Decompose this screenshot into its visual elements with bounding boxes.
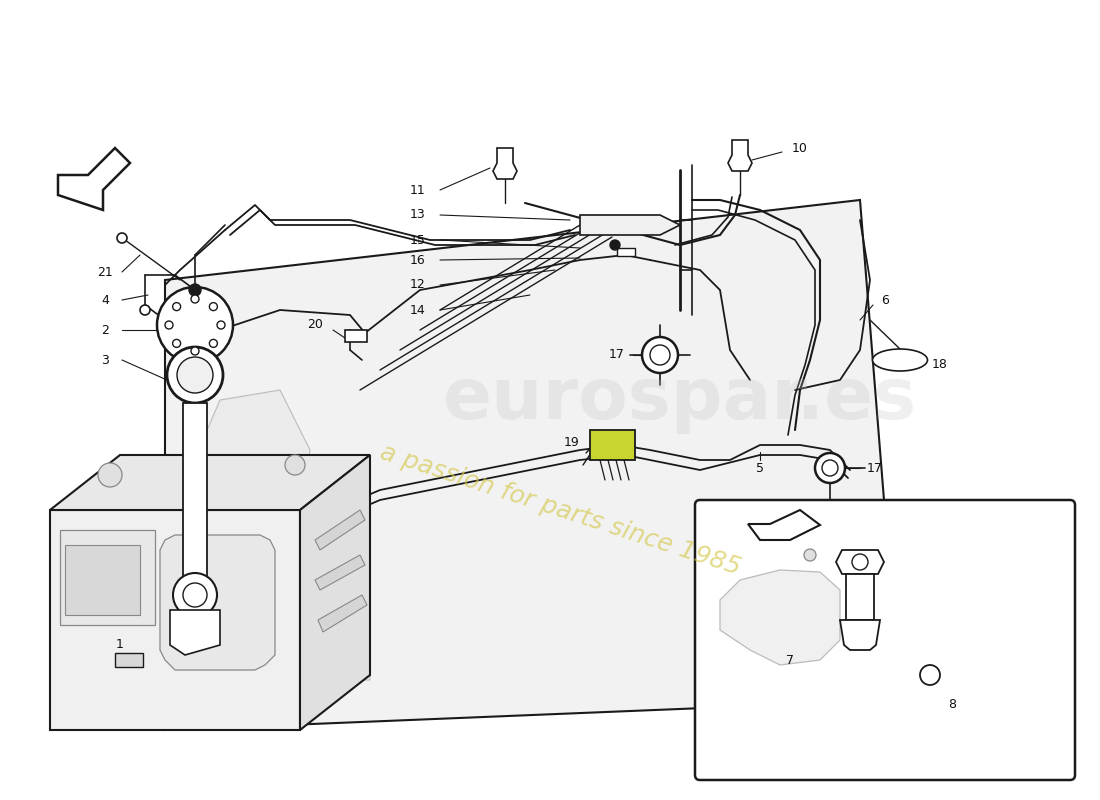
Circle shape (183, 583, 207, 607)
Polygon shape (190, 390, 370, 680)
Polygon shape (65, 545, 140, 615)
Circle shape (173, 302, 180, 310)
Text: 2: 2 (101, 323, 109, 337)
Text: 19: 19 (564, 435, 580, 449)
Circle shape (285, 455, 305, 475)
Text: 6: 6 (881, 294, 889, 306)
Polygon shape (846, 574, 874, 620)
Text: 12: 12 (410, 278, 426, 291)
Circle shape (610, 240, 620, 250)
Polygon shape (580, 215, 680, 235)
Text: 15: 15 (410, 234, 426, 246)
Circle shape (165, 321, 173, 329)
Text: 18: 18 (932, 358, 948, 371)
Bar (345, 330, 367, 342)
Text: 16: 16 (410, 254, 426, 266)
Circle shape (117, 233, 126, 243)
Circle shape (920, 665, 940, 685)
Circle shape (140, 305, 150, 315)
Bar (183, 403, 207, 583)
Polygon shape (318, 595, 367, 632)
Polygon shape (315, 510, 365, 550)
Circle shape (191, 347, 199, 355)
Circle shape (173, 573, 217, 617)
Text: 11: 11 (410, 183, 426, 197)
Text: 20: 20 (307, 318, 323, 331)
Text: a passion for parts since 1985: a passion for parts since 1985 (376, 440, 744, 580)
Circle shape (209, 339, 218, 347)
Circle shape (642, 337, 678, 373)
Polygon shape (836, 550, 884, 574)
Bar (250, 490, 340, 555)
Bar (590, 430, 635, 460)
Circle shape (177, 357, 213, 393)
Text: 4: 4 (101, 294, 109, 306)
Circle shape (189, 284, 201, 296)
Polygon shape (58, 148, 130, 210)
Polygon shape (170, 610, 220, 655)
Circle shape (157, 287, 233, 363)
Polygon shape (493, 148, 517, 179)
Polygon shape (748, 510, 820, 540)
Text: 14: 14 (410, 303, 426, 317)
Polygon shape (50, 510, 300, 730)
Polygon shape (60, 530, 155, 625)
Text: 8: 8 (948, 698, 956, 711)
Text: 1: 1 (117, 638, 124, 651)
Circle shape (804, 549, 816, 561)
Text: 21: 21 (97, 266, 113, 278)
Ellipse shape (872, 349, 927, 371)
Polygon shape (840, 620, 880, 650)
Polygon shape (720, 570, 840, 665)
Bar (116, 653, 143, 667)
Circle shape (852, 554, 868, 570)
Polygon shape (160, 535, 275, 670)
Text: 10: 10 (792, 142, 807, 154)
Polygon shape (50, 455, 370, 510)
Circle shape (650, 345, 670, 365)
Polygon shape (165, 200, 900, 730)
Text: eurospar.es: eurospar.es (443, 366, 917, 434)
Text: 17: 17 (867, 462, 883, 474)
Text: 3: 3 (101, 354, 109, 366)
Circle shape (822, 460, 838, 476)
Text: 17: 17 (609, 349, 625, 362)
Polygon shape (728, 140, 752, 171)
Bar (210, 580, 290, 635)
Polygon shape (300, 455, 370, 730)
Polygon shape (315, 555, 365, 590)
Circle shape (209, 302, 218, 310)
Circle shape (217, 321, 226, 329)
Circle shape (815, 453, 845, 483)
Text: 13: 13 (410, 209, 426, 222)
FancyBboxPatch shape (695, 500, 1075, 780)
Text: 7: 7 (786, 654, 794, 666)
Circle shape (98, 463, 122, 487)
Circle shape (173, 339, 180, 347)
Bar (617, 248, 635, 256)
Text: 5: 5 (756, 462, 764, 474)
Circle shape (191, 295, 199, 303)
Circle shape (167, 347, 223, 403)
